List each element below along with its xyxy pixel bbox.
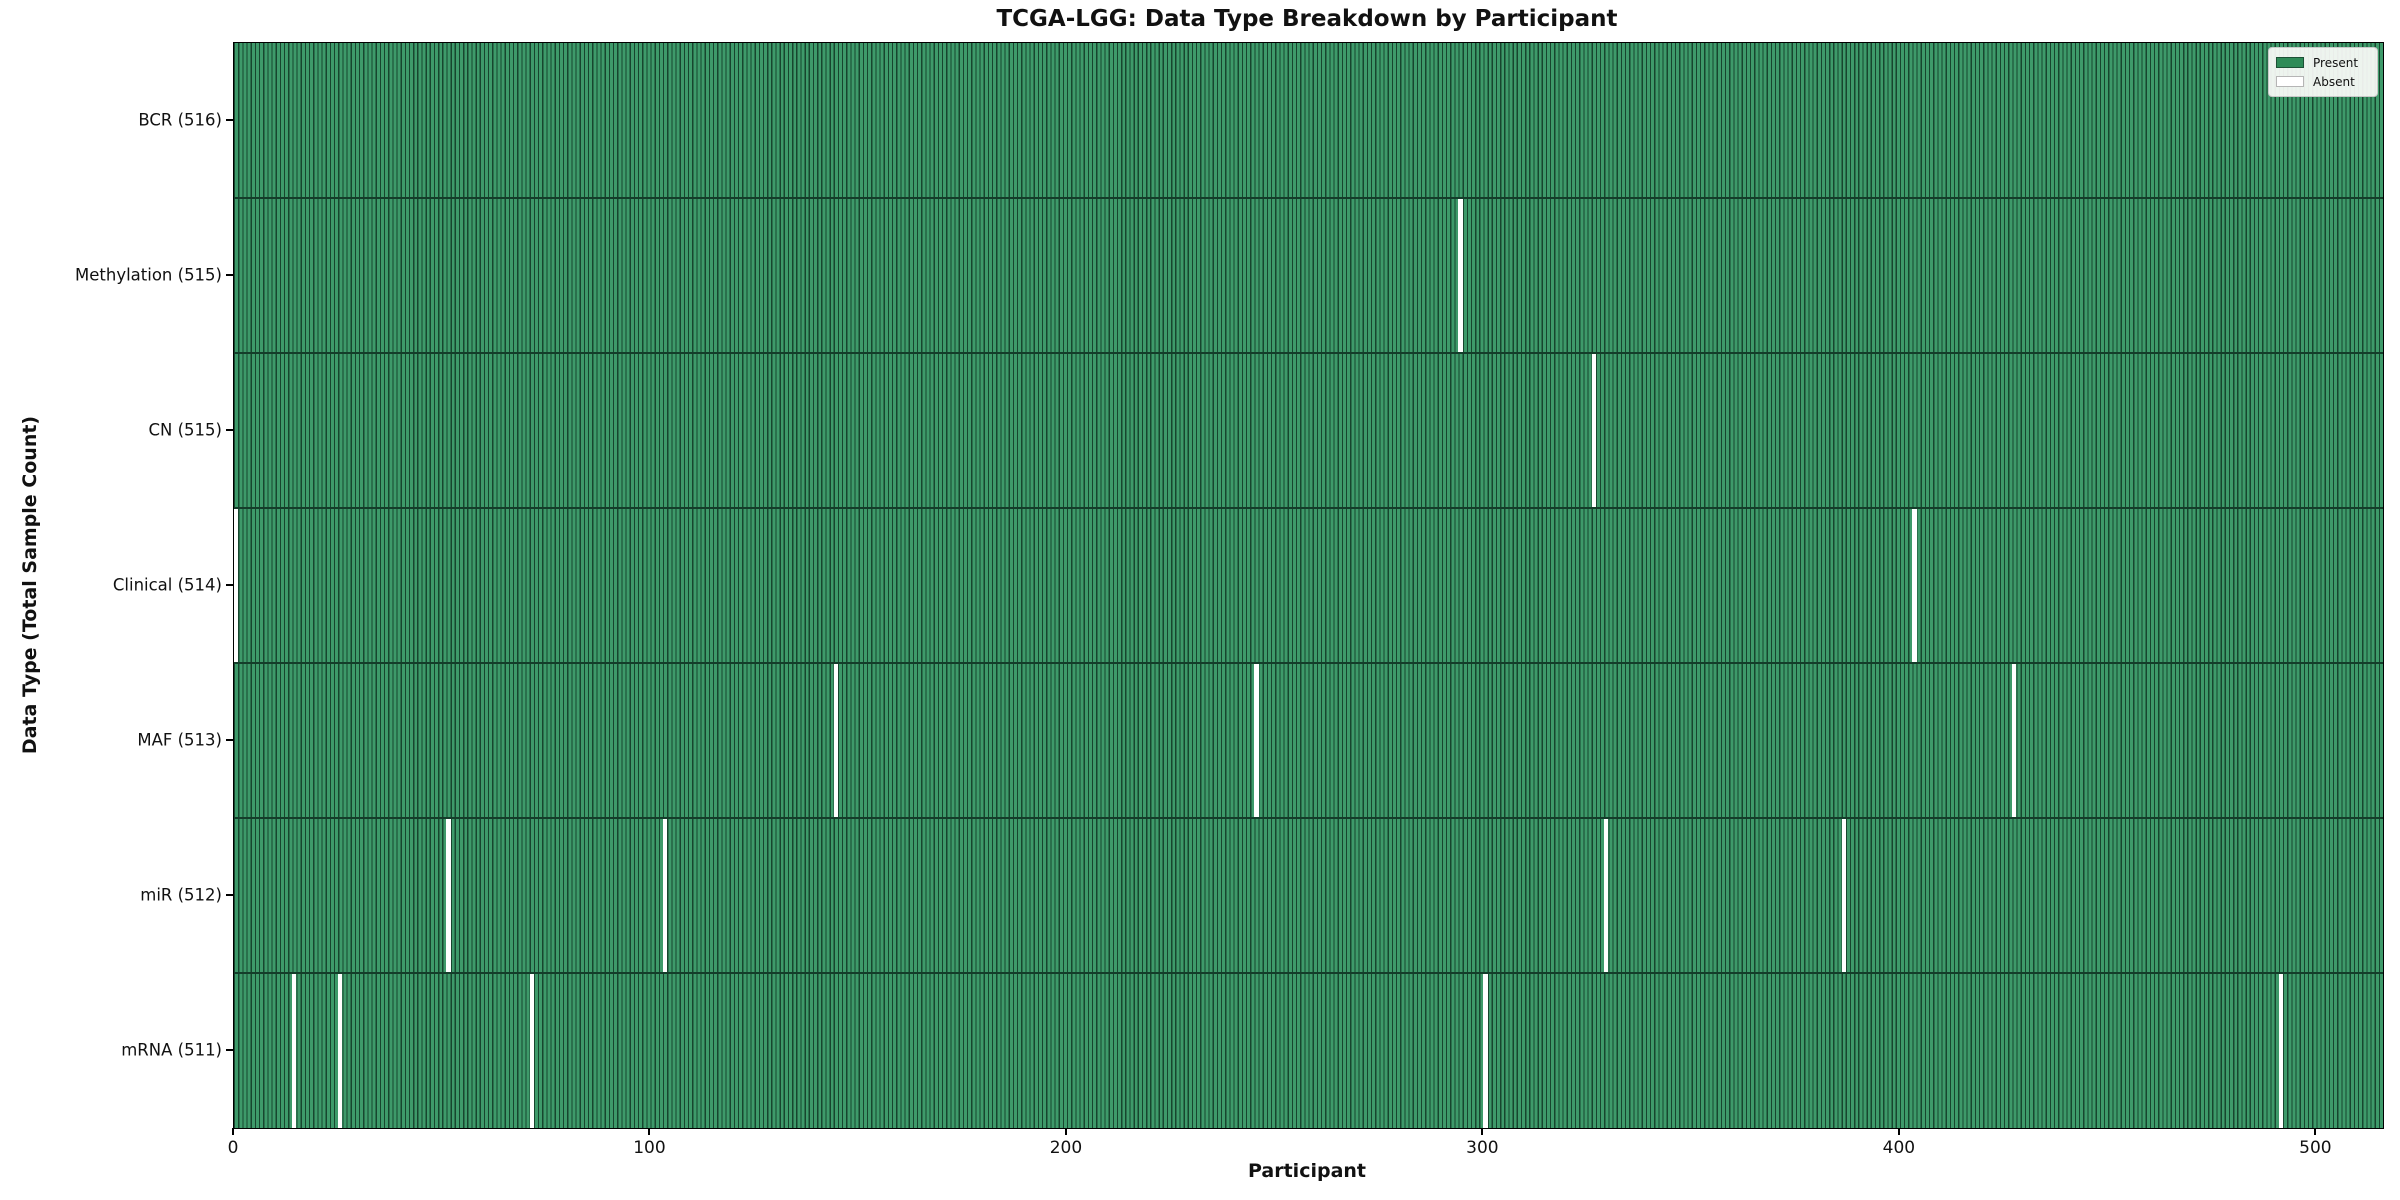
row-separator — [234, 196, 2383, 199]
y-tick-mark — [226, 118, 233, 121]
row-separator — [234, 507, 2383, 509]
absent-gap — [529, 973, 534, 1128]
heatmap-row-BCR — [234, 43, 2383, 198]
y-tick-mark — [226, 583, 233, 586]
y-tick-mark — [226, 273, 233, 276]
chart-title: TCGA-LGG: Data Type Breakdown by Partici… — [996, 6, 1618, 32]
x-tick-label: 300 — [1466, 1138, 1499, 1158]
row-separator — [234, 817, 2383, 819]
y-axis-title-wrap: Data Type (Total Sample Count) — [8, 42, 52, 1127]
heatmap-row-Clinical — [234, 508, 2383, 663]
x-tick-label: 0 — [227, 1138, 239, 1158]
heatmap-row-Methylation — [234, 198, 2383, 353]
heatmap-row-CN — [234, 353, 2383, 508]
legend-label-absent: Absent — [2313, 74, 2355, 89]
x-tick-mark — [2314, 1128, 2317, 1135]
legend-item-present: Present — [2276, 53, 2369, 72]
y-tick-label: MAF (513) — [137, 730, 222, 749]
x-tick-mark — [1481, 1128, 1484, 1135]
y-tick-mark — [226, 893, 233, 896]
x-axis-title: Participant — [1247, 1160, 1367, 1182]
y-tick-label: miR (512) — [140, 885, 222, 904]
heatmap-row-MAF — [234, 663, 2383, 818]
x-tick-mark — [232, 1128, 234, 1135]
absent-gap — [338, 973, 343, 1128]
row-separator — [234, 351, 2383, 354]
plot-area — [233, 42, 2384, 1129]
y-tick-label: Clinical (514) — [112, 575, 222, 594]
absent-gap — [1604, 818, 1609, 973]
x-tick-label: 400 — [1882, 1138, 1916, 1158]
x-tick-mark — [648, 1128, 651, 1135]
absent-gap — [833, 663, 838, 818]
absent-gap — [1254, 663, 1259, 818]
y-axis-title: Data Type (Total Sample Count) — [19, 415, 41, 754]
y-tick-label: Methylation (515) — [75, 265, 222, 284]
absent-gap — [292, 973, 297, 1128]
y-tick-mark — [226, 428, 233, 431]
y-tick-label: CN (515) — [148, 420, 222, 439]
absent-gap — [2012, 663, 2017, 818]
absent-gap — [234, 508, 239, 663]
y-tick-mark — [226, 1048, 233, 1051]
legend: Present Absent — [2268, 47, 2378, 97]
heatmap-row-miR — [234, 818, 2383, 973]
legend-swatch-absent — [2276, 76, 2304, 87]
x-tick-mark — [1064, 1128, 1067, 1135]
x-tick-label: 100 — [633, 1138, 666, 1158]
x-tick-mark — [1897, 1128, 1900, 1135]
row-separator — [234, 661, 2383, 664]
y-tick-label: mRNA (511) — [121, 1040, 222, 1059]
legend-label-present: Present — [2313, 55, 2359, 70]
heatmap-row-mRNA — [234, 973, 2383, 1128]
x-tick-label: 500 — [2299, 1138, 2332, 1158]
x-tick-label: 200 — [1049, 1138, 1083, 1158]
absent-gap — [1841, 818, 1846, 973]
y-tick-mark — [226, 738, 233, 741]
y-tick-label: BCR (516) — [138, 110, 222, 129]
row-separator — [234, 972, 2383, 974]
legend-item-absent: Absent — [2276, 72, 2369, 91]
absent-gap — [1912, 508, 1917, 663]
absent-gap — [662, 818, 668, 973]
absent-gap — [1483, 973, 1488, 1128]
absent-gap — [446, 818, 451, 973]
absent-gap — [1591, 353, 1596, 508]
absent-gap — [2278, 973, 2284, 1128]
absent-gap — [1458, 198, 1463, 353]
legend-swatch-present — [2276, 57, 2304, 68]
